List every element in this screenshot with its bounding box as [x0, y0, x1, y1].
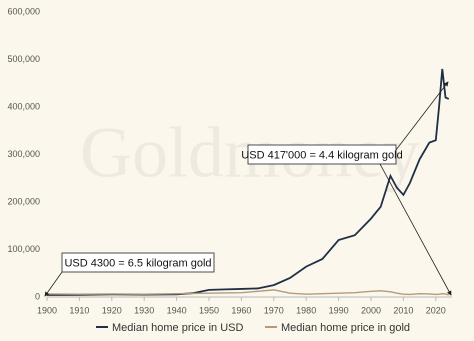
x-tick-label: 1960	[231, 305, 251, 315]
y-tick-label: 100,000	[7, 244, 40, 254]
x-tick-label: 1980	[296, 305, 316, 315]
x-tick-label: 1970	[264, 305, 284, 315]
annotation-arrow	[379, 163, 452, 296]
y-tick-label: 400,000	[7, 101, 40, 111]
x-tick-label: 2000	[361, 305, 381, 315]
x-tick-label: 2020	[426, 305, 446, 315]
x-tick-label: 1950	[199, 305, 219, 315]
y-tick-label: 200,000	[7, 196, 40, 206]
y-tick-label: 500,000	[7, 54, 40, 64]
x-tick-label: 1930	[134, 305, 154, 315]
x-tick-label: 1910	[69, 305, 89, 315]
y-tick-label: 0	[35, 291, 40, 301]
annotation-box	[247, 144, 397, 165]
x-tick-label: 2010	[393, 305, 413, 315]
annotation-arrow	[395, 81, 449, 151]
y-tick-label: 600,000	[7, 6, 40, 16]
x-tick-label: 1940	[167, 305, 187, 315]
annotation-text: USD 417'000 = 4.4 kilogram gold	[241, 149, 402, 161]
y-tick-label: 300,000	[7, 149, 40, 159]
legend-label: Median home price in gold	[281, 322, 410, 334]
x-tick-label: 1920	[102, 305, 122, 315]
annotation-box	[61, 252, 215, 273]
x-tick-label: 1900	[37, 305, 57, 315]
annotation-arrow	[44, 271, 63, 297]
series-line	[46, 289, 449, 296]
legend-label: Median home price in USD	[112, 322, 244, 334]
x-tick-label: 1990	[329, 305, 349, 315]
annotation-text: USD 4300 = 6.5 kilogram gold	[64, 257, 211, 269]
